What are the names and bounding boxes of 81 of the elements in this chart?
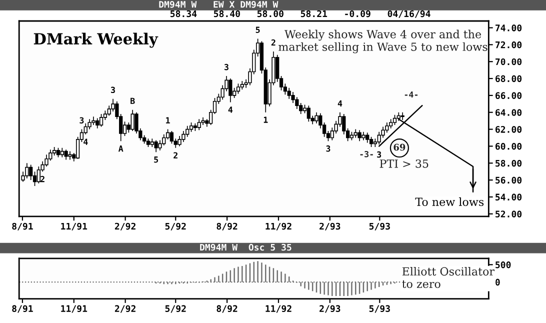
y-tick-label: 54.00 [496,194,522,201]
x-tick-label: 11/92 [266,305,292,313]
candlestick [60,147,64,158]
candlestick [170,130,174,144]
candlestick [342,114,346,135]
candlestick [197,118,201,131]
y-tick-label: 56.00 [496,176,522,184]
annotation: -4- [404,91,418,98]
candlestick [130,109,134,132]
annotation: 2 [40,176,44,182]
y-tick-label: 52.00 [496,210,522,218]
x-tick-label: 5/93 [369,222,390,230]
annotation: 3 [326,145,330,152]
annotation: 2 [174,152,178,158]
candlestick [306,105,310,122]
x-tick-label: 8/91 [12,305,33,313]
y-tick-label: 72.00 [496,41,522,48]
y-tick-label: 0 [495,278,500,286]
candlestick [228,78,232,103]
candlestick [287,87,291,100]
annotation: To new lows [415,197,484,206]
annotation: PTI > 35 [380,159,428,168]
x-tick-label: 5/92 [165,222,186,230]
x-tick-label: 5/93 [369,305,390,313]
x-tick-label: 2/93 [320,305,340,313]
candlestick [76,136,80,160]
annotation: 1 [264,116,268,123]
x-tick-label: 8/92 [216,305,238,313]
x-tick-label: 2/92 [114,222,136,230]
annotation: 1 [166,117,170,124]
annotation: 69 [394,144,406,151]
candlestick [369,136,374,148]
annotation: B [130,98,135,104]
y-tick-label: 58.00 [496,160,522,167]
x-tick-label: 5/92 [165,305,186,313]
annotation: 2 [271,39,276,46]
candlestick [154,140,158,153]
candlestick [314,112,318,124]
annotation: 4 [84,138,88,145]
annotation: 3 [224,64,228,70]
annotation: A [118,146,124,152]
annotation: Elliott Oscillator to zero [402,266,495,288]
text: DMark Weekly [34,32,158,48]
candlestick [236,83,240,94]
y-tick-label: 66.00 [495,92,522,100]
annotation: 5 [154,156,158,163]
y-tick-label: 62.00 [495,126,522,133]
candlestick [366,132,370,144]
candlestick [99,114,104,128]
annotation: 4 [228,106,233,113]
annotation: Weekly shows Wave 4 over and the market selling in Wave 5 to new lows [278,30,488,54]
annotation: 4 [338,100,342,106]
text: 58.34 58.40 58.00 58.21 -0.09 04/16/94 [170,10,430,18]
annotation: 3 [377,151,382,158]
text: DM94M W EW X DM94M W [159,1,278,8]
x-tick-label: 2/93 [320,222,340,230]
x-tick-label: 8/91 [12,222,33,230]
candlestick [358,130,362,142]
x-tick-label: 11/92 [266,222,292,230]
y-tick-label: 64.00 [495,109,522,116]
x-tick-label: 2/92 [114,305,136,313]
y-tick-label: 60.00 [495,142,522,150]
candlestick [56,147,60,158]
y-tick-label: 68.00 [495,75,522,82]
candlestick [96,118,100,129]
candlestick [64,149,68,160]
x-tick-label: 11/91 [61,305,88,313]
y-tick-label: 74.00 [496,24,522,32]
candlestick [385,122,389,134]
candlestick [29,164,33,180]
annotation: 3 [111,86,115,94]
y-tick-label: 70.00 [496,58,522,66]
annotation: -3- [360,150,373,158]
x-tick-label: 11/91 [61,222,88,230]
annotation: 5 [256,26,260,33]
text: DM94M W Osc 5 35 [200,244,292,251]
candlestick [25,162,29,179]
candlestick [389,118,393,129]
y-tick-label: 500 [496,261,511,268]
annotation: 3 [80,117,84,124]
x-tick-label: 8/92 [216,222,238,230]
